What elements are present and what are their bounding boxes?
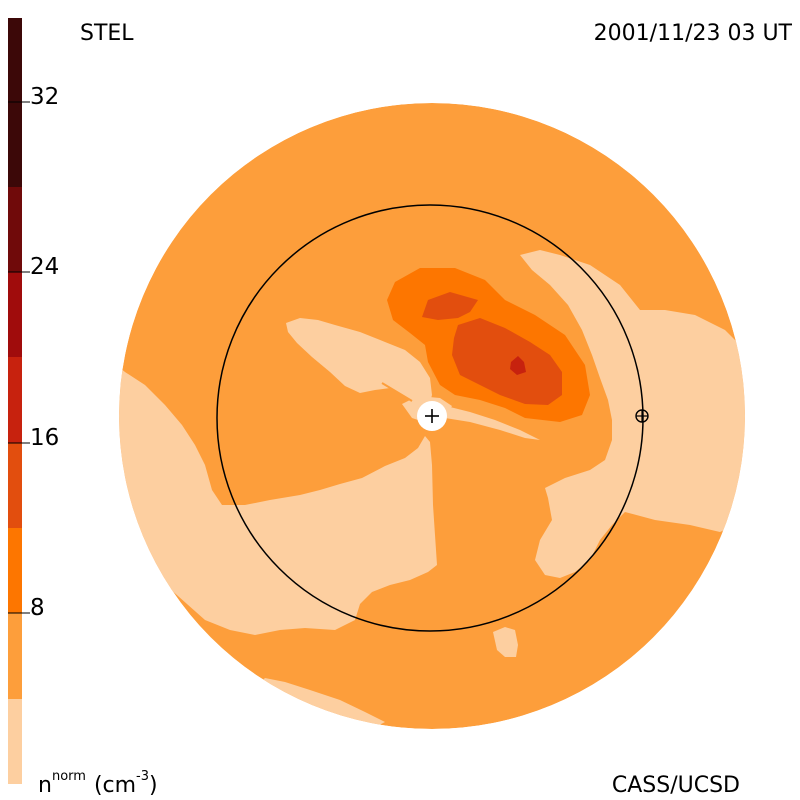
map-region-light-streak <box>442 405 540 440</box>
colorbar-quantity-label: nnorm (cm-3) <box>38 769 158 798</box>
colorbar-band-5 <box>8 272 22 357</box>
credit-label: CASS/UCSD <box>612 773 740 798</box>
colorbar-tick-label-8: 8 <box>30 595 45 621</box>
map-region-light-west <box>119 360 437 635</box>
earth-orbit-ring <box>216 204 644 632</box>
colorbar-tick-label-16: 16 <box>30 425 59 451</box>
map-region-level3-core <box>452 318 562 405</box>
map-region-light-northwest <box>286 318 432 410</box>
colorbar-band-1 <box>8 613 22 699</box>
unit-open: (cm <box>94 773 136 798</box>
instrument-label: STEL <box>80 21 134 46</box>
unit-exponent: -3 <box>136 769 149 784</box>
colorbar-band-6 <box>8 187 22 272</box>
colorbar-tick-label-32: 32 <box>30 84 59 110</box>
quantity-symbol: n <box>38 773 52 798</box>
map-streak-west <box>381 382 413 402</box>
colorbar-band-4 <box>8 357 22 443</box>
colorbar: 8 16 24 32 <box>8 18 59 784</box>
quantity-superscript: norm <box>52 769 86 784</box>
plus-in-white-disc-icon <box>417 401 447 431</box>
map-region-light-south-patch <box>493 627 518 657</box>
timestamp-label: 2001/11/23 03 UT <box>594 21 793 46</box>
colorbar-band-3 <box>8 443 22 528</box>
colorbar-band-2 <box>8 528 22 613</box>
map-region-light-east <box>520 250 745 578</box>
unit-close: ) <box>149 773 158 798</box>
crosshair-circle-icon <box>635 409 649 423</box>
colorbar-band-0 <box>8 699 22 784</box>
map-region-level3-north <box>422 292 478 320</box>
colorbar-tick-label-24: 24 <box>30 254 59 280</box>
map-region-level4-peak <box>510 356 526 375</box>
